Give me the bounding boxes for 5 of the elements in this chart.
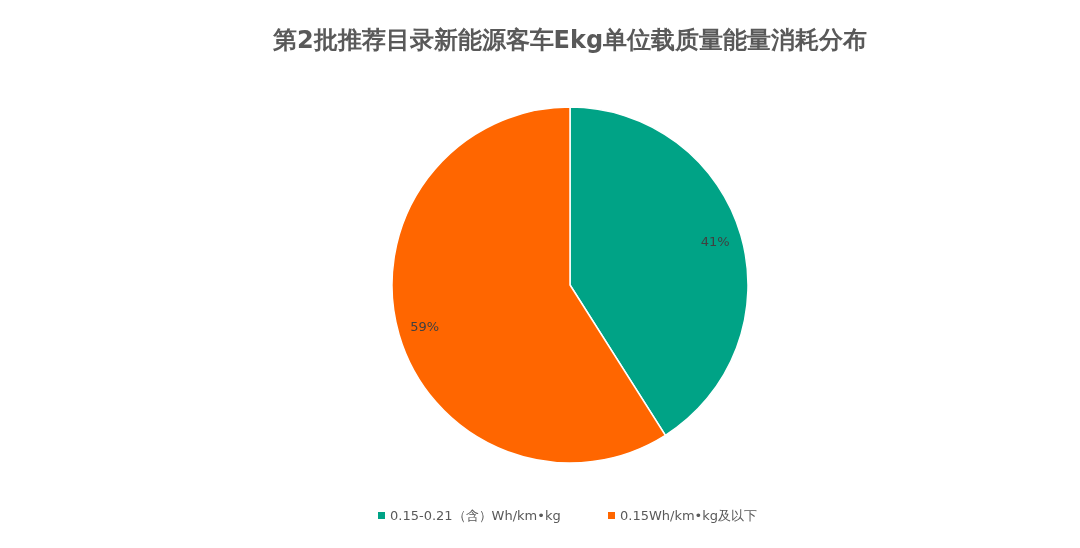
chart-title: 第2批推荐目录新能源客车Ekg单位载质量能量消耗分布 <box>271 26 868 54</box>
legend-label: 0.15-0.21（含）Wh/km•kg <box>390 507 561 523</box>
data-label: 41% <box>700 234 730 250</box>
data-label: 59% <box>410 318 440 334</box>
legend-label: 0.15Wh/km•kg及以下 <box>620 507 758 523</box>
